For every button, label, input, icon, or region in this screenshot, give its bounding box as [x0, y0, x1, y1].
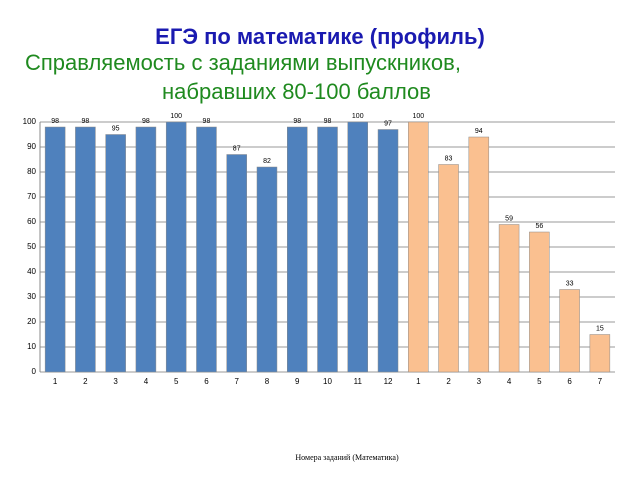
- x-tick-label: 1: [416, 377, 421, 386]
- y-tick-label: 70: [27, 192, 36, 201]
- bar: [135, 126, 157, 373]
- value-label: 82: [263, 158, 271, 165]
- x-tick-label: 12: [384, 377, 393, 386]
- value-label: 100: [170, 113, 182, 120]
- x-tick-label: 10: [323, 377, 332, 386]
- value-label: 95: [112, 125, 120, 132]
- chart-title: ЕГЭ по математике (профиль): [155, 24, 485, 49]
- value-label: 56: [535, 223, 543, 230]
- x-tick-label: 2: [83, 377, 88, 386]
- y-tick-label: 20: [27, 317, 36, 326]
- y-tick-label: 50: [27, 242, 36, 251]
- x-tick-label: 9: [295, 377, 300, 386]
- value-label: 98: [293, 118, 301, 125]
- y-tick-label: 10: [27, 342, 36, 351]
- bar: [226, 154, 247, 373]
- bar: [287, 126, 308, 373]
- bar: [44, 126, 66, 373]
- x-tick-label: 3: [477, 377, 482, 386]
- x-tick-label: 5: [537, 377, 542, 386]
- bar: [559, 289, 580, 373]
- value-label: 100: [412, 113, 424, 120]
- bar: [196, 126, 217, 373]
- y-tick-label: 90: [27, 142, 36, 151]
- y-tick-label: 30: [27, 292, 36, 301]
- value-label: 94: [475, 128, 483, 135]
- bar: [438, 164, 459, 373]
- value-label: 98: [51, 118, 59, 125]
- bar: [377, 129, 399, 373]
- x-axis-label: Номера заданий (Математика): [295, 453, 399, 462]
- x-tick-label: 8: [265, 377, 270, 386]
- x-tick-label: 3: [113, 377, 118, 386]
- value-label: 87: [233, 145, 241, 152]
- bar: [256, 166, 278, 373]
- bar: [408, 121, 429, 373]
- value-label: 59: [505, 215, 513, 222]
- value-label: 98: [324, 118, 332, 125]
- value-label: 15: [596, 325, 604, 332]
- bar: [589, 334, 611, 373]
- y-tick-label: 0: [32, 367, 37, 376]
- x-tick-label: 6: [567, 377, 572, 386]
- x-tick-label: 6: [204, 377, 209, 386]
- x-tick-label: 11: [354, 377, 363, 386]
- x-tick-label: 2: [446, 377, 451, 386]
- bar: [317, 126, 338, 373]
- x-tick-label: 7: [234, 377, 239, 386]
- x-tick-label: 4: [507, 377, 512, 386]
- value-label: 98: [81, 118, 89, 125]
- x-tick-label: 7: [598, 377, 603, 386]
- value-label: 98: [142, 118, 150, 125]
- x-tick-label: 1: [53, 377, 58, 386]
- y-tick-label: 80: [27, 167, 36, 176]
- value-label: 83: [445, 155, 453, 162]
- value-label: 97: [384, 120, 392, 127]
- bar: [347, 121, 368, 373]
- value-label: 33: [566, 280, 574, 287]
- bar: [165, 121, 187, 373]
- bar: [105, 134, 126, 373]
- y-tick-label: 40: [27, 267, 36, 276]
- bar: [529, 231, 550, 373]
- bar: [75, 126, 96, 373]
- chart-subtitle: Справляемость с заданиями выпускников,: [25, 50, 461, 75]
- bar: [468, 136, 490, 373]
- y-tick-label: 60: [27, 217, 36, 226]
- bar: [498, 224, 520, 373]
- x-tick-label: 4: [144, 377, 149, 386]
- value-label: 98: [203, 118, 211, 125]
- chart-subtitle: набравших 80-100 баллов: [162, 79, 431, 104]
- y-tick-label: 100: [23, 117, 37, 126]
- x-tick-label: 5: [174, 377, 179, 386]
- value-label: 100: [352, 113, 364, 120]
